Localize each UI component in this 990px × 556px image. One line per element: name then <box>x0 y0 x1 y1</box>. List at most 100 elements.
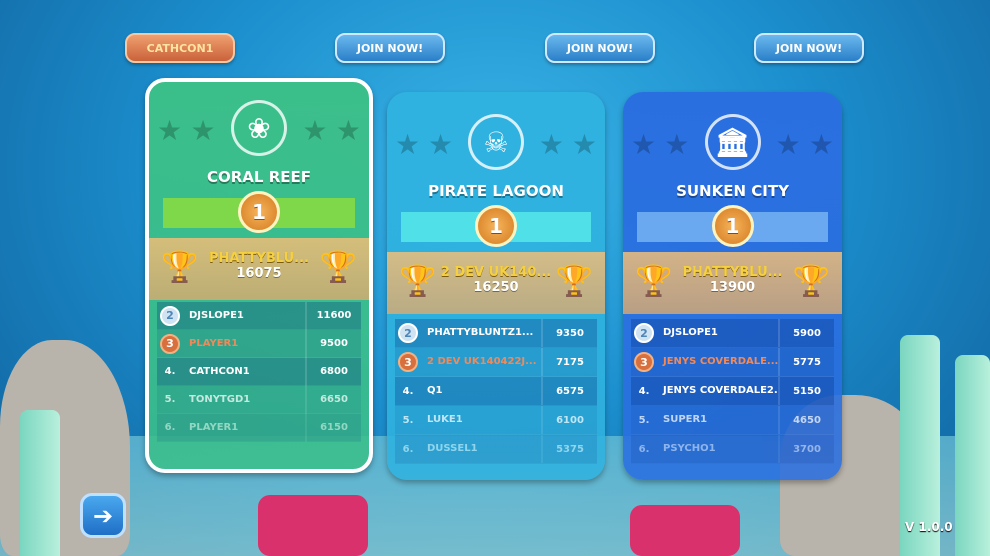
leaderboard-card-sunken-city[interactable]: ★ ★ ★ ★ 🏛 SUNKEN CITY 1 🏆 PHATTYBLU... 1390… <box>623 92 842 480</box>
star-rating: ★ ★ ★ ★ <box>387 128 605 161</box>
leaderboard-row: 3 JENYS COVERDALE... 5775 <box>631 348 834 377</box>
bronze-medal-badge: 3 <box>398 352 418 372</box>
leaderboard-row: 4. Q1 6575 <box>395 377 597 406</box>
bronze-medal-badge: 3 <box>634 352 654 372</box>
bronze-medal-badge: 3 <box>160 333 180 354</box>
leaderboard-row: 6. DUSSEL1 5375 <box>395 435 597 464</box>
trophy-icon: 🏆 <box>635 264 673 299</box>
player-name: JENYS COVERDALE... <box>657 348 780 376</box>
winner-score: 16250 <box>473 280 519 295</box>
player-name: DJSLOPE1 <box>657 319 780 347</box>
player-score: 6800 <box>320 366 348 377</box>
star-icon: ★ <box>302 114 328 147</box>
trophy-icon: 🏆 <box>319 250 357 285</box>
card-title: SUNKEN CITY <box>676 182 789 200</box>
winner-score: 13900 <box>709 280 756 295</box>
card-title: CORAL REEF <box>207 168 311 186</box>
column-icon: 🏛 <box>704 114 761 170</box>
join-now-button[interactable]: JOIN NOW! <box>545 33 655 63</box>
leaderboard-row: 2 PHATTYBLUNTZ1... 9350 <box>395 319 597 348</box>
star-icon: ★ <box>808 128 834 161</box>
player-score: 4650 <box>793 414 821 426</box>
star-icon: ★ <box>538 128 564 161</box>
gold-medal-badge: 1 <box>475 205 517 247</box>
rank-label: 4. <box>402 385 414 397</box>
leaderboard-row: 6. PLAYER1 6150 <box>157 413 361 442</box>
star-icon: ★ <box>664 128 690 161</box>
player-name: 2 DEV UK140422J... <box>421 348 543 376</box>
rank-label: 4. <box>164 366 176 377</box>
leaderboard-list[interactable]: 2 DJSLOPE1 5900 3 JENYS COVERDALE... 577… <box>631 319 834 464</box>
player-name: TONYTGD1 <box>183 385 307 414</box>
rank-label: 6. <box>638 443 650 455</box>
leaderboard-row: 5. LUKE1 6100 <box>395 406 597 435</box>
rank-label: 6. <box>402 443 414 455</box>
coral <box>258 495 368 556</box>
player-score: 7175 <box>556 356 584 368</box>
player-score: 6575 <box>556 385 584 397</box>
player-name: SUPER1 <box>657 406 780 434</box>
gold-medal-badge: 1 <box>238 191 280 233</box>
star-icon: ★ <box>157 114 183 147</box>
silver-medal-badge: 2 <box>398 323 418 343</box>
star-icon: ★ <box>571 128 597 161</box>
first-place-panel: 🏆 PHATTYBLU... 13900 🏆 <box>623 252 842 314</box>
star-icon: ★ <box>775 128 801 161</box>
trophy-icon: 🏆 <box>792 264 830 299</box>
player-score: 6100 <box>556 414 584 426</box>
rank-label: 5. <box>164 394 176 405</box>
arrow-left-icon: ➔ <box>92 501 114 530</box>
player-name: LUKE1 <box>421 406 543 434</box>
player-name: PLAYER1 <box>183 329 307 358</box>
player-name: JENYS COVERDALE2... <box>657 377 780 405</box>
star-icon: ★ <box>335 114 361 147</box>
star-icon: ★ <box>631 128 657 161</box>
winner-name: 2 DEV UK140... <box>440 265 552 280</box>
player-score: 3700 <box>793 443 821 455</box>
leaderboard-row: 3 2 DEV UK140422J... 7175 <box>395 348 597 377</box>
leaderboard-card-coral-reef[interactable]: ★ ★ ★ ★ ❀ CORAL REEF 1 🏆 PHATTYBLU... 16075… <box>145 78 373 473</box>
rank-label: 5. <box>638 414 650 426</box>
star-rating: ★ ★ ★ ★ <box>149 114 369 147</box>
leaderboard-row: 4. CATHCON1 6800 <box>157 357 361 386</box>
player-name: PHATTYBLUNTZ1... <box>421 319 543 347</box>
player-score: 6150 <box>320 422 348 433</box>
leaderboard-card-pirate-lagoon[interactable]: ★ ★ ★ ★ ☠ PIRATE LAGOON 1 🏆 2 DEV UK140... … <box>387 92 605 480</box>
rank-label: 5. <box>402 414 414 426</box>
leaderboard-row: 2 DJSLOPE1 11600 <box>157 301 361 330</box>
leaderboard-list[interactable]: 2 PHATTYBLUNTZ1... 9350 3 2 DEV UK140422… <box>395 319 597 464</box>
trophy-icon: 🏆 <box>555 264 593 299</box>
leaderboard-row: 4. JENYS COVERDALE2... 5150 <box>631 377 834 406</box>
silver-medal-badge: 2 <box>160 305 180 326</box>
player-score: 9500 <box>320 338 348 349</box>
player-tab-button[interactable]: CATHCON1 <box>125 33 235 63</box>
sponge-tube <box>955 355 990 556</box>
star-icon: ★ <box>428 128 454 161</box>
leaderboard-row: 5. TONYTGD1 6650 <box>157 385 361 414</box>
winner-score: 16075 <box>236 266 282 281</box>
coral-icon: ❀ <box>231 100 287 156</box>
leaderboard-list[interactable]: 2 DJSLOPE1 11600 3 PLAYER1 9500 4. CATHC… <box>157 301 361 442</box>
player-score: 9350 <box>556 327 584 339</box>
leaderboard-row: 2 DJSLOPE1 5900 <box>631 319 834 348</box>
skull-crossbones-icon: ☠ <box>468 114 524 170</box>
join-now-button[interactable]: JOIN NOW! <box>335 33 445 63</box>
star-rating: ★ ★ ★ ★ <box>623 128 842 161</box>
first-place-panel: 🏆 PHATTYBLU... 16075 🏆 <box>149 238 369 300</box>
player-score: 5375 <box>556 443 584 455</box>
winner-name: PHATTYBLU... <box>682 265 783 280</box>
winner-name: PHATTYBLU... <box>208 251 309 266</box>
coral <box>630 505 740 556</box>
rank-label: 4. <box>638 385 650 397</box>
gold-medal-badge: 1 <box>711 205 754 247</box>
join-now-button[interactable]: JOIN NOW! <box>754 33 864 63</box>
player-name: DJSLOPE1 <box>183 301 307 330</box>
trophy-icon: 🏆 <box>399 264 437 299</box>
star-icon: ★ <box>190 114 216 147</box>
silver-medal-badge: 2 <box>634 323 654 343</box>
trophy-icon: 🏆 <box>161 250 199 285</box>
player-score: 11600 <box>316 310 352 321</box>
back-button[interactable]: ➔ <box>80 493 126 538</box>
player-name: PLAYER1 <box>183 413 307 442</box>
player-name: PSYCHO1 <box>657 435 780 463</box>
